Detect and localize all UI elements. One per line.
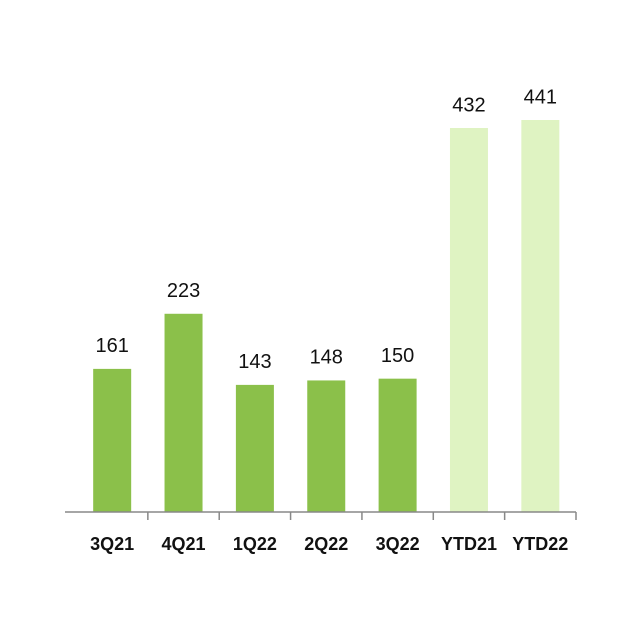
bar <box>521 120 560 512</box>
data-label: 150 <box>381 345 414 367</box>
data-label: 143 <box>238 351 271 373</box>
data-label: 161 <box>95 335 128 357</box>
bar <box>164 313 203 512</box>
bar <box>235 384 274 512</box>
x-tick-label: YTD21 <box>441 534 497 554</box>
data-label: 148 <box>310 347 343 369</box>
x-tick-label: 3Q21 <box>90 534 134 554</box>
x-tick-label: 3Q22 <box>376 534 420 554</box>
bar <box>449 128 488 512</box>
bar <box>378 378 417 512</box>
x-tick-label: 4Q21 <box>162 534 206 554</box>
data-label: 432 <box>452 94 485 116</box>
data-label: 223 <box>167 280 200 302</box>
bar <box>93 368 132 512</box>
x-tick-label: 2Q22 <box>304 534 348 554</box>
bar <box>307 380 346 512</box>
x-tick-label: 1Q22 <box>233 534 277 554</box>
data-label: 441 <box>524 86 557 108</box>
x-tick-label: YTD22 <box>512 534 568 554</box>
